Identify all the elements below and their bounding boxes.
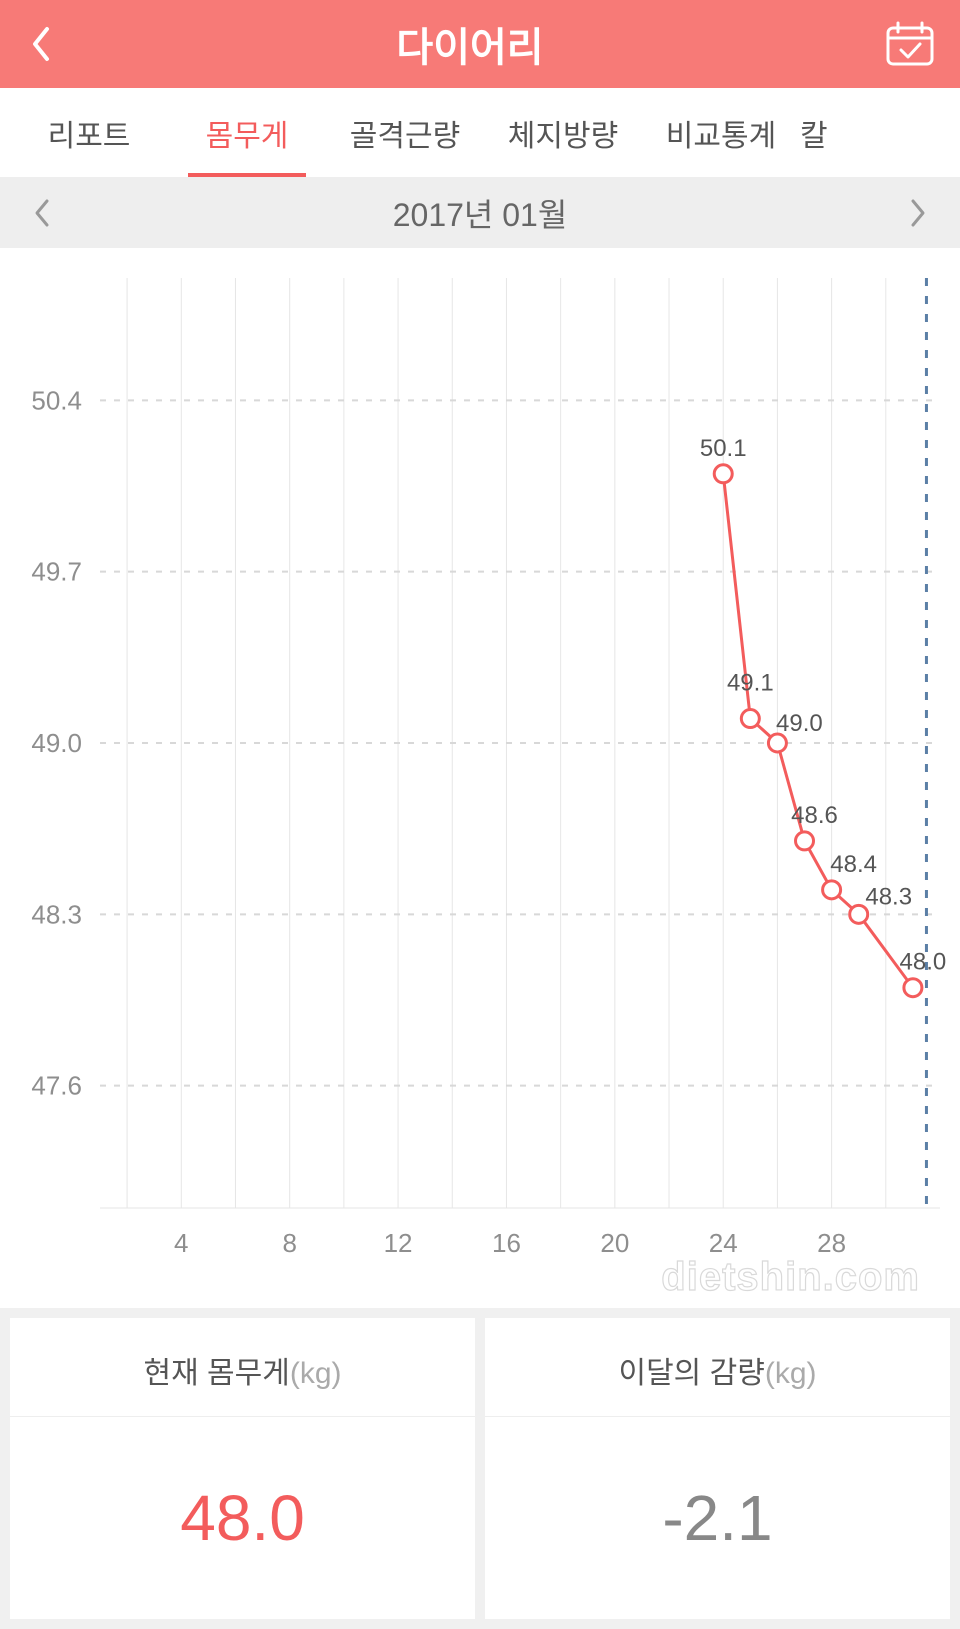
svg-text:47.6: 47.6 [31,1071,82,1101]
svg-text:dietshin.com: dietshin.com [661,1255,920,1299]
tab-overflow[interactable]: 칼 [800,88,830,178]
svg-text:48.3: 48.3 [31,899,82,929]
tab-bodyfat[interactable]: 체지방량 [484,88,642,178]
svg-text:20: 20 [600,1228,629,1258]
month-loss-card: 이달의 감량(kg) -2.1 [485,1318,950,1619]
svg-text:50.4: 50.4 [31,385,82,415]
weight-chart-svg: 47.6 48.3 49.0 49.7 50.4 4 8 12 16 20 24 28 50.1 49.1… [0,248,960,1308]
svg-text:49.1: 49.1 [727,670,774,697]
current-weight-value: 48.0 [10,1417,475,1619]
month-navigator: 2017년 01월 [0,178,960,248]
svg-text:50.1: 50.1 [700,435,747,462]
card-title-text: 현재 몸무게 [143,1357,289,1390]
svg-text:49.0: 49.0 [776,710,823,737]
card-title-text: 이달의 감량 [618,1357,764,1390]
chevron-left-icon [33,198,51,228]
svg-text:16: 16 [492,1228,521,1258]
back-button[interactable] [20,14,60,74]
tab-muscle[interactable]: 골격근량 [326,88,484,178]
svg-text:49.7: 49.7 [31,557,82,587]
current-weight-card: 현재 몸무게(kg) 48.0 [10,1318,475,1619]
month-label: 2017년 01월 [62,190,898,236]
next-month-button[interactable] [898,193,938,233]
svg-text:48.6: 48.6 [791,802,838,829]
prev-month-button[interactable] [22,193,62,233]
app-header: 다이어리 [0,0,960,88]
svg-text:12: 12 [384,1228,413,1258]
metric-tabs: 리포트 몸무게 골격근량 체지방량 비교통계 칼 [0,88,960,178]
svg-text:49.0: 49.0 [31,728,82,758]
month-loss-value: -2.1 [485,1417,950,1619]
svg-text:24: 24 [709,1228,738,1258]
tab-report[interactable]: 리포트 [10,88,168,178]
tab-compare[interactable]: 비교통계 [642,88,800,178]
calendar-check-icon [884,20,936,68]
tab-weight[interactable]: 몸무게 [168,88,326,178]
card-unit: (kg) [290,1357,342,1390]
chevron-right-icon [909,198,927,228]
svg-text:48.0: 48.0 [900,949,947,976]
svg-text:48.3: 48.3 [865,883,912,910]
svg-text:48.4: 48.4 [830,851,877,878]
page-title: 다이어리 [60,15,880,73]
summary-row: 현재 몸무게(kg) 48.0 이달의 감량(kg) -2.1 [0,1308,960,1629]
svg-text:8: 8 [282,1228,296,1258]
month-loss-title: 이달의 감량(kg) [485,1318,950,1417]
svg-text:4: 4 [174,1228,188,1258]
chevron-left-icon [29,25,51,63]
svg-text:28: 28 [817,1228,846,1258]
current-weight-title: 현재 몸무게(kg) [10,1318,475,1417]
calendar-button[interactable] [880,14,940,74]
weight-chart[interactable]: 47.6 48.3 49.0 49.7 50.4 4 8 12 16 20 24 28 50.1 49.1… [0,248,960,1308]
card-unit: (kg) [765,1357,817,1390]
